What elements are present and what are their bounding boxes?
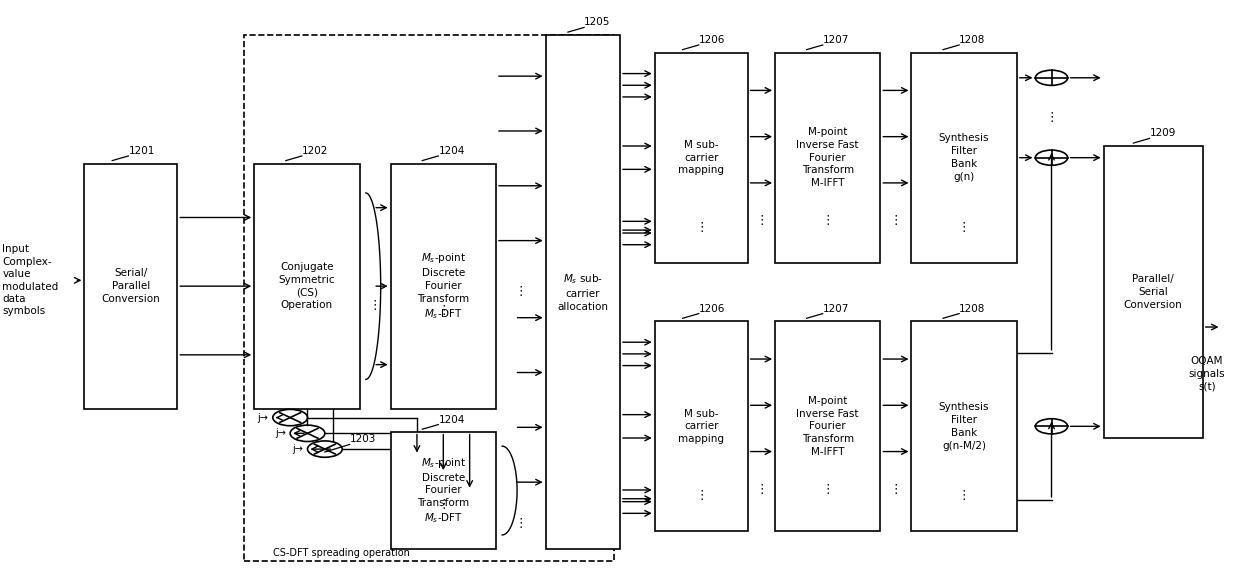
Text: Parallel/
Serial
Conversion: Parallel/ Serial Conversion bbox=[1123, 274, 1183, 310]
Text: M sub-
carrier
mapping: M sub- carrier mapping bbox=[678, 140, 724, 175]
Text: ⋮: ⋮ bbox=[694, 489, 708, 502]
Text: ⋮: ⋮ bbox=[755, 483, 768, 496]
Text: ⋮: ⋮ bbox=[957, 221, 971, 234]
Text: 1201: 1201 bbox=[129, 146, 155, 156]
Text: ⋮: ⋮ bbox=[436, 304, 450, 317]
Text: ⋮: ⋮ bbox=[694, 221, 708, 234]
Text: ⋮: ⋮ bbox=[515, 286, 527, 298]
Bar bbox=[1104, 146, 1203, 438]
Bar bbox=[244, 35, 614, 561]
Text: 1207: 1207 bbox=[823, 304, 849, 314]
Text: ⋮: ⋮ bbox=[515, 517, 527, 530]
Bar bbox=[775, 53, 880, 263]
Text: 1207: 1207 bbox=[823, 35, 849, 45]
Bar bbox=[911, 53, 1017, 263]
Bar bbox=[391, 164, 496, 409]
Text: 1208: 1208 bbox=[960, 35, 986, 45]
Text: 1209: 1209 bbox=[1149, 128, 1176, 138]
Text: ⋮: ⋮ bbox=[889, 214, 903, 227]
Text: 1205: 1205 bbox=[584, 18, 610, 27]
Text: ⋮: ⋮ bbox=[889, 483, 903, 496]
Text: 1204: 1204 bbox=[439, 415, 465, 425]
Text: M-point
Inverse Fast
Fourier
Transform
M-IFFT: M-point Inverse Fast Fourier Transform M… bbox=[796, 396, 859, 457]
Text: 1206: 1206 bbox=[699, 35, 725, 45]
Text: ⋮: ⋮ bbox=[957, 489, 971, 502]
Text: M-point
Inverse Fast
Fourier
Transform
M-IFFT: M-point Inverse Fast Fourier Transform M… bbox=[796, 127, 859, 188]
Text: Input
Complex-
value
modulated
data
symbols: Input Complex- value modulated data symb… bbox=[2, 244, 58, 317]
Text: $M_s$-point
Discrete
Fourier
Transform
$M_s$-DFT: $M_s$-point Discrete Fourier Transform $… bbox=[417, 456, 470, 526]
Text: ⋮: ⋮ bbox=[1045, 111, 1058, 124]
Bar bbox=[911, 321, 1017, 531]
Bar bbox=[546, 35, 620, 549]
Text: $M_s$ sub-
carrier
allocation: $M_s$ sub- carrier allocation bbox=[557, 272, 609, 312]
Text: 1204: 1204 bbox=[439, 146, 465, 156]
Text: Synthesis
Filter
Bank
g(n-M/2): Synthesis Filter Bank g(n-M/2) bbox=[939, 402, 990, 450]
Text: Serial/
Parallel
Conversion: Serial/ Parallel Conversion bbox=[102, 269, 160, 304]
Text: CS-DFT spreading operation: CS-DFT spreading operation bbox=[273, 548, 409, 558]
Bar bbox=[655, 321, 748, 531]
Bar bbox=[254, 164, 360, 409]
Text: ⋮: ⋮ bbox=[821, 483, 835, 496]
Text: M sub-
carrier
mapping: M sub- carrier mapping bbox=[678, 409, 724, 444]
Text: Synthesis
Filter
Bank
g(n): Synthesis Filter Bank g(n) bbox=[939, 134, 990, 182]
Text: j→: j→ bbox=[258, 412, 268, 423]
Text: ⋮: ⋮ bbox=[368, 299, 382, 312]
Text: 1208: 1208 bbox=[960, 304, 986, 314]
Bar bbox=[84, 164, 177, 409]
Text: 1203: 1203 bbox=[350, 434, 376, 444]
Text: ⋮: ⋮ bbox=[821, 214, 835, 227]
Text: $M_s$-point
Discrete
Fourier
Transform
$M_s$-DFT: $M_s$-point Discrete Fourier Transform $… bbox=[417, 251, 470, 321]
Bar bbox=[775, 321, 880, 531]
Bar bbox=[391, 432, 496, 549]
Text: j→: j→ bbox=[275, 428, 285, 439]
Text: 1202: 1202 bbox=[303, 146, 329, 156]
Text: ⋮: ⋮ bbox=[755, 214, 768, 227]
Bar bbox=[655, 53, 748, 263]
Text: 1206: 1206 bbox=[699, 304, 725, 314]
Text: OQAM
signals
s(t): OQAM signals s(t) bbox=[1188, 356, 1225, 391]
Text: ⋮: ⋮ bbox=[436, 498, 450, 511]
Text: j→: j→ bbox=[293, 444, 303, 454]
Text: Conjugate
Symmetric
(CS)
Operation: Conjugate Symmetric (CS) Operation bbox=[279, 262, 335, 310]
